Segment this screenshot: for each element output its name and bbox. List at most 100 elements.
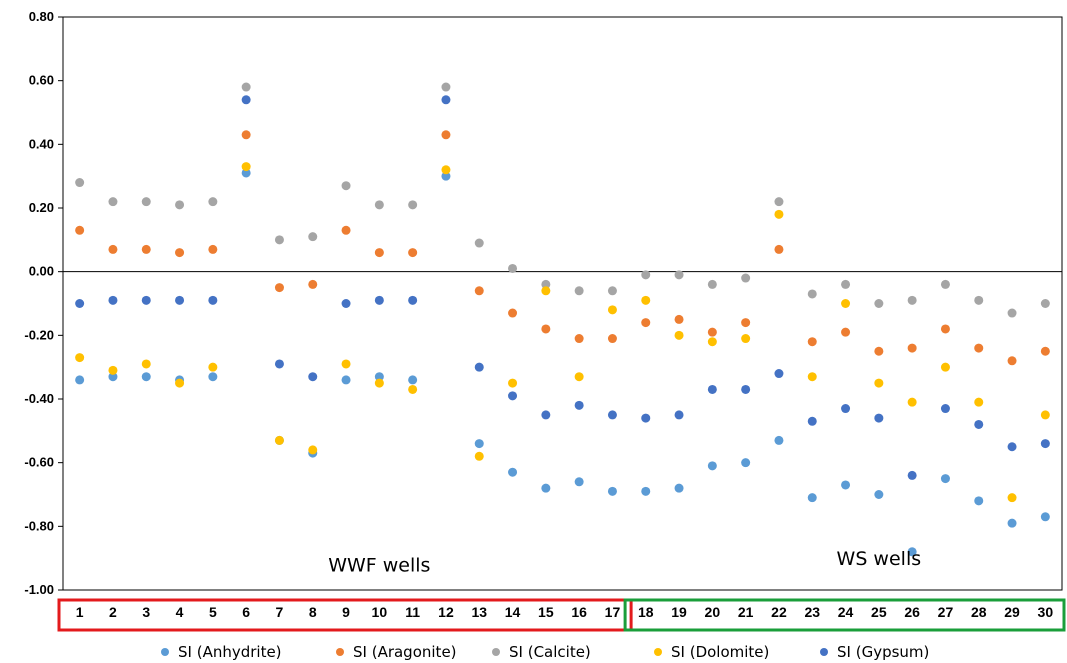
data-point: [241, 168, 251, 178]
data-point: [108, 372, 118, 382]
x-tick-label: 3: [142, 604, 150, 620]
data-point: [141, 372, 151, 382]
y-tick-label: -0.80: [24, 518, 54, 533]
data-point: [907, 343, 917, 353]
data-point: [308, 372, 318, 382]
x-tick-label: 26: [904, 604, 920, 620]
x-tick-label: 24: [838, 604, 854, 620]
data-point: [208, 197, 218, 207]
data-point: [707, 279, 717, 289]
data-point: [541, 324, 551, 334]
annotation-wwf-wells: WWF wells: [328, 555, 430, 577]
data-point: [308, 232, 318, 242]
x-tick-label: 10: [372, 604, 388, 620]
data-point: [1040, 346, 1050, 356]
x-tick-label: 9: [342, 604, 350, 620]
data-point: [175, 295, 185, 305]
data-point: [841, 480, 851, 490]
data-point: [940, 404, 950, 414]
data-point: [1040, 299, 1050, 308]
data-point: [108, 365, 118, 375]
data-point: [141, 295, 151, 305]
data-point: [741, 334, 751, 344]
data-point: [574, 286, 584, 296]
x-tick-label: 12: [438, 604, 454, 620]
data-point: [641, 270, 651, 280]
data-point: [1040, 410, 1050, 420]
x-tick-label: 30: [1038, 604, 1054, 620]
data-point: [1040, 512, 1050, 522]
group-box-ws: [623, 598, 1066, 632]
data-point: [241, 162, 251, 172]
data-point: [974, 397, 984, 407]
data-point: [274, 283, 284, 293]
data-point: [474, 439, 484, 449]
data-point: [841, 299, 851, 308]
data-point: [508, 263, 518, 273]
data-point: [1007, 356, 1017, 366]
data-point: [474, 362, 484, 372]
data-point: [674, 270, 684, 280]
data-point: [940, 362, 950, 372]
data-point: [607, 305, 617, 315]
data-point: [1007, 308, 1017, 318]
legend-marker: [820, 648, 828, 656]
data-point: [841, 327, 851, 337]
legend-marker: [654, 648, 662, 656]
x-tick-label: 18: [638, 604, 654, 620]
x-tick-label: 25: [871, 604, 887, 620]
y-tick-label: 0.40: [29, 136, 54, 151]
x-tick-label: 19: [671, 604, 687, 620]
x-tick-label: 4: [176, 604, 184, 620]
x-tick-label: 1: [76, 604, 84, 620]
data-point: [241, 130, 251, 140]
data-point: [308, 445, 318, 455]
x-tick-label: 20: [705, 604, 721, 620]
data-point: [374, 378, 384, 388]
data-point: [108, 197, 118, 207]
data-point: [774, 435, 784, 445]
legend-label: SI (Calcite): [509, 643, 591, 661]
data-point: [108, 295, 118, 305]
data-point: [208, 244, 218, 254]
x-tick-label: 11: [405, 604, 420, 620]
data-point: [508, 308, 518, 318]
data-point: [441, 130, 451, 140]
data-point: [1007, 518, 1017, 528]
legend-label: SI (Anhydrite): [178, 643, 282, 661]
data-point: [707, 384, 717, 394]
data-point: [175, 200, 185, 210]
x-tick-label: 29: [1004, 604, 1020, 620]
y-tick-label: -0.60: [24, 455, 54, 470]
x-axis: 1 2 3 4 5 6 7 8 9 10 11 12 13 14 15 16 17 18 19 20 21 22 23 24 2…: [76, 604, 1054, 620]
x-tick-label: 17: [605, 604, 621, 620]
data-point: [774, 244, 784, 254]
data-point: [574, 372, 584, 382]
series-sigypsum: [75, 95, 1050, 480]
data-point: [341, 225, 351, 235]
series-sidolomite: [75, 162, 1050, 503]
series-siaragonite: [75, 130, 1050, 366]
data-point: [774, 369, 784, 379]
data-point: [208, 362, 218, 372]
data-point: [974, 496, 984, 506]
data-point: [907, 397, 917, 407]
data-point: [674, 314, 684, 324]
data-point: [75, 299, 85, 308]
data-point: [707, 461, 717, 471]
data-point: [907, 295, 917, 305]
legend: SI (Anhydrite) SI (Aragonite) SI (Calcite)…: [161, 643, 929, 661]
x-tick-label: 15: [538, 604, 554, 620]
legend-label: SI (Gypsum): [837, 643, 929, 661]
x-tick-label: 22: [771, 604, 787, 620]
data-point: [474, 286, 484, 296]
legend-marker: [492, 648, 500, 656]
data-point: [208, 372, 218, 382]
data-point: [274, 235, 284, 245]
plot-area: [62, 16, 1063, 591]
series-layer: [75, 82, 1050, 557]
data-point: [341, 359, 351, 369]
data-point: [807, 493, 817, 503]
data-point: [974, 419, 984, 429]
